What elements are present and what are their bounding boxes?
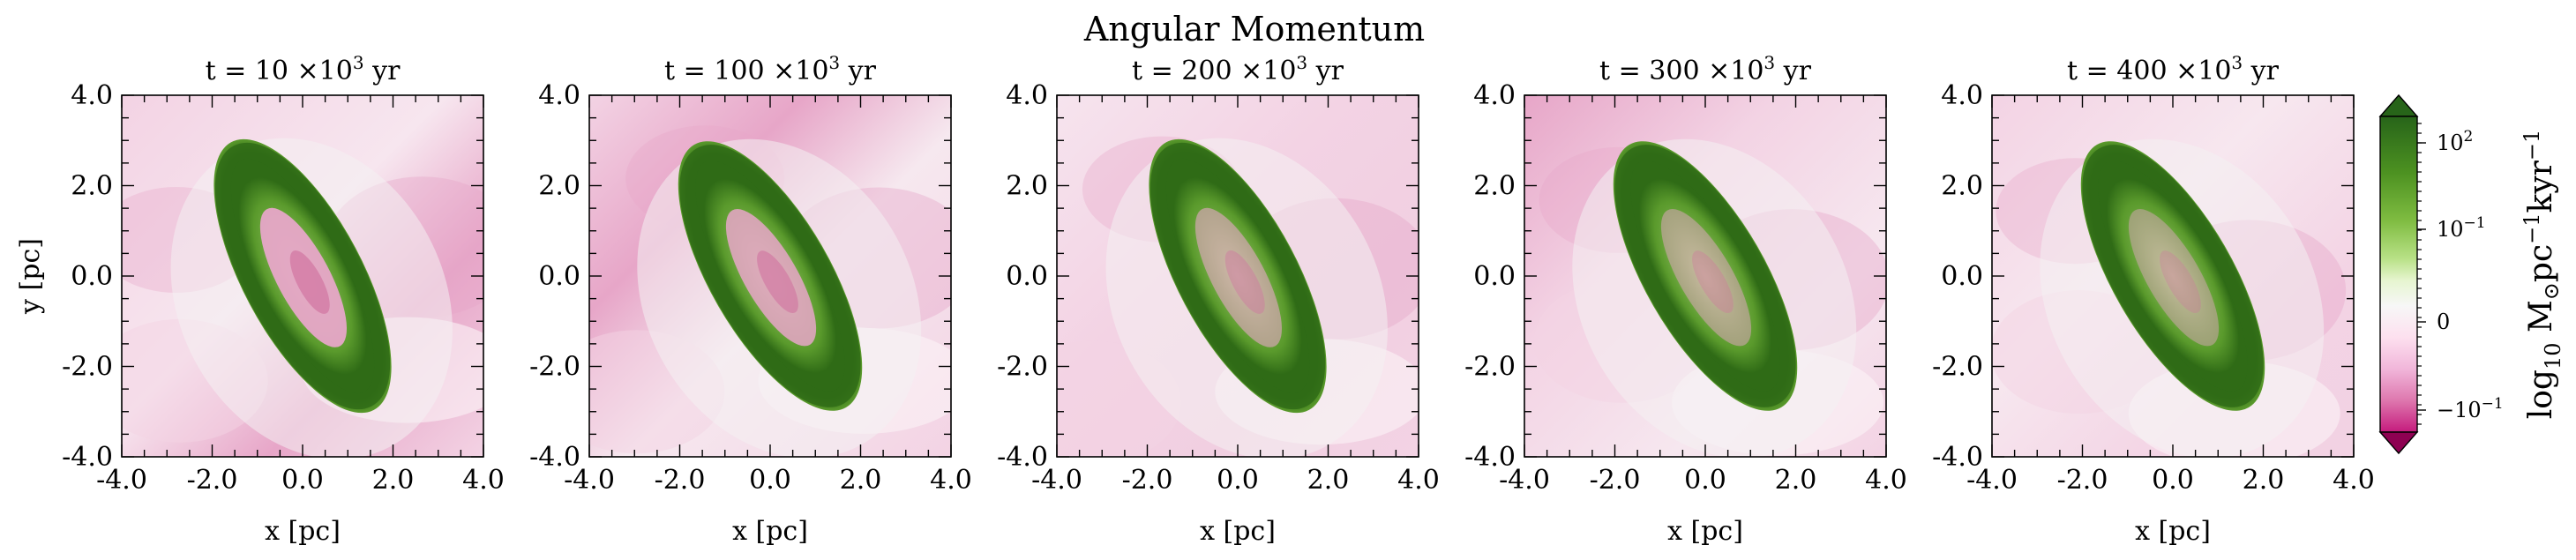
disk-cavity-core	[1224, 250, 1265, 314]
x-tick-label: -4.0	[1031, 465, 1082, 496]
disk-cavity-core	[757, 250, 798, 314]
x-tick-label: 0.0	[2152, 465, 2194, 496]
x-tick-label: -2.0	[187, 465, 238, 496]
y-tick-label: 0.0	[71, 261, 113, 292]
ticks	[1524, 94, 1887, 458]
x-tick-label: 0.0	[1684, 465, 1726, 496]
x-tick-label: 2.0	[1307, 465, 1350, 496]
panel-title: t = 400 ×103 yr	[2067, 52, 2280, 86]
x-tick-label: 2.0	[840, 465, 882, 496]
x-tick-label: 0.0	[281, 465, 324, 496]
x-tick-label: -4.0	[1966, 465, 2018, 496]
x-tick-label: 4.0	[462, 465, 505, 496]
disk-ring-core	[679, 145, 861, 407]
y-tick-label: -2.0	[529, 352, 580, 383]
colorbar-extend-top	[2378, 93, 2419, 117]
colorbar-tick-label: −10−1	[2437, 395, 2504, 422]
disk-ring-core	[1614, 145, 1796, 407]
disk-cavity	[1194, 207, 1283, 347]
y-tick-label: 4.0	[71, 80, 113, 111]
y-tick-label: -2.0	[1932, 352, 1983, 383]
y-tick-label: 2.0	[71, 171, 113, 202]
x-tick-label: 0.0	[749, 465, 791, 496]
y-tick-label: 4.0	[1006, 80, 1048, 111]
panel-title: t = 10 ×103 yr	[206, 52, 401, 86]
colorbar-tick-label: 0	[2437, 310, 2450, 334]
colorbar-label: log10 M⊙pc−1kyr−1	[2520, 130, 2565, 420]
x-tick-label: -4.0	[96, 465, 147, 496]
colorbar-tick-label: 102	[2437, 128, 2473, 155]
colorbar: 102 10−1 0 −10−1 log10 M⊙pc−1kyr−1	[2378, 93, 2565, 455]
panel-4: -4.0 -2.0 0.0 2.0 4.0 -4.0 -2.0 0.0 2.0 4.0 x [pc]…	[1464, 52, 1907, 547]
x-tick-label: 4.0	[1865, 465, 1907, 496]
panel-5: -4.0 -2.0 0.0 2.0 4.0 -4.0 -2.0 0.0 2.0 4.0 x [pc]…	[1932, 52, 2375, 547]
x-tick-label: 4.0	[2333, 465, 2375, 496]
y-tick-label: -4.0	[529, 442, 580, 473]
disk-ring-core	[1149, 142, 1326, 410]
ticks	[588, 94, 952, 458]
x-tick-label: 0.0	[1217, 465, 1259, 496]
y-tick-label: -2.0	[1464, 352, 1516, 383]
x-tick-label: -2.0	[1122, 465, 1173, 496]
y-tick-label: -2.0	[997, 352, 1048, 383]
y-tick-label: -4.0	[62, 442, 113, 473]
x-tick-label: 2.0	[372, 465, 415, 496]
panel-title: t = 300 ×103 yr	[1599, 52, 1812, 86]
x-axis-label: x [pc]	[265, 516, 341, 547]
panels: -4.0 -2.0 0.0 2.0 4.0 -4.0 -2.0 0.0 2.0 4.0 x [pc]…	[15, 52, 2375, 547]
panel-3: -4.0 -2.0 0.0 2.0 4.0 -4.0 -2.0 0.0 2.0 4.0 x [pc]…	[997, 52, 1440, 547]
colorbar-extend-bottom	[2378, 431, 2419, 455]
y-axis-label: y [pc]	[15, 238, 46, 315]
y-tick-label: 0.0	[1006, 261, 1048, 292]
disk-ring-core	[214, 142, 391, 410]
y-tick-label: 4.0	[1941, 80, 1983, 111]
panel-title: t = 200 ×103 yr	[1132, 52, 1344, 86]
colorbar-body	[2379, 116, 2418, 433]
disk-cavity-core	[2160, 250, 2201, 314]
disk-cavity	[2128, 209, 2220, 347]
y-tick-label: -4.0	[1932, 442, 1983, 473]
x-tick-label: -4.0	[564, 465, 615, 496]
y-tick-label: 4.0	[1473, 80, 1516, 111]
disk-ring	[2080, 141, 2265, 411]
y-tick-label: -4.0	[997, 442, 1048, 473]
x-tick-label: -4.0	[1499, 465, 1550, 496]
ticks	[1991, 94, 2355, 458]
x-tick-label: 2.0	[1775, 465, 1817, 496]
ticks	[121, 94, 484, 458]
x-axis-label: x [pc]	[1200, 516, 1276, 547]
y-tick-label: 4.0	[538, 80, 580, 111]
x-tick-label: 4.0	[1397, 465, 1440, 496]
y-tick-label: 0.0	[1473, 261, 1516, 292]
disk-cavity	[1660, 209, 1752, 347]
y-tick-label: -4.0	[1464, 442, 1516, 473]
x-axis-label: x [pc]	[1667, 516, 1743, 547]
figure-title: Angular Momentum	[1083, 10, 1425, 49]
y-tick-label: 2.0	[538, 171, 580, 202]
x-tick-label: 4.0	[930, 465, 972, 496]
x-axis-label: x [pc]	[732, 516, 808, 547]
disk-ring-core	[2082, 145, 2264, 407]
x-axis-label: x [pc]	[2135, 516, 2211, 547]
y-tick-label: 0.0	[1941, 261, 1983, 292]
colorbar-tick-label: 10−1	[2437, 214, 2486, 242]
ticks	[1056, 94, 1419, 458]
panel-title: t = 100 ×103 yr	[664, 52, 877, 86]
panel-1: -4.0 -2.0 0.0 2.0 4.0 -4.0 -2.0 0.0 2.0 4.0 x [pc]…	[62, 52, 505, 547]
y-tick-label: 0.0	[538, 261, 580, 292]
disk-cavity-core	[289, 250, 330, 314]
y-tick-label: 2.0	[1006, 171, 1048, 202]
y-tick-label: 2.0	[1941, 171, 1983, 202]
x-tick-label: -2.0	[2057, 465, 2108, 496]
disk-cavity-core	[1692, 250, 1734, 314]
x-tick-label: -2.0	[655, 465, 706, 496]
y-tick-label: 2.0	[1473, 171, 1516, 202]
panel-2: -4.0 -2.0 0.0 2.0 4.0 -4.0 -2.0 0.0 2.0 4.0 x [pc]…	[529, 52, 972, 547]
x-tick-label: -2.0	[1590, 465, 1641, 496]
x-tick-label: 2.0	[2243, 465, 2285, 496]
y-tick-label: -2.0	[62, 352, 113, 383]
